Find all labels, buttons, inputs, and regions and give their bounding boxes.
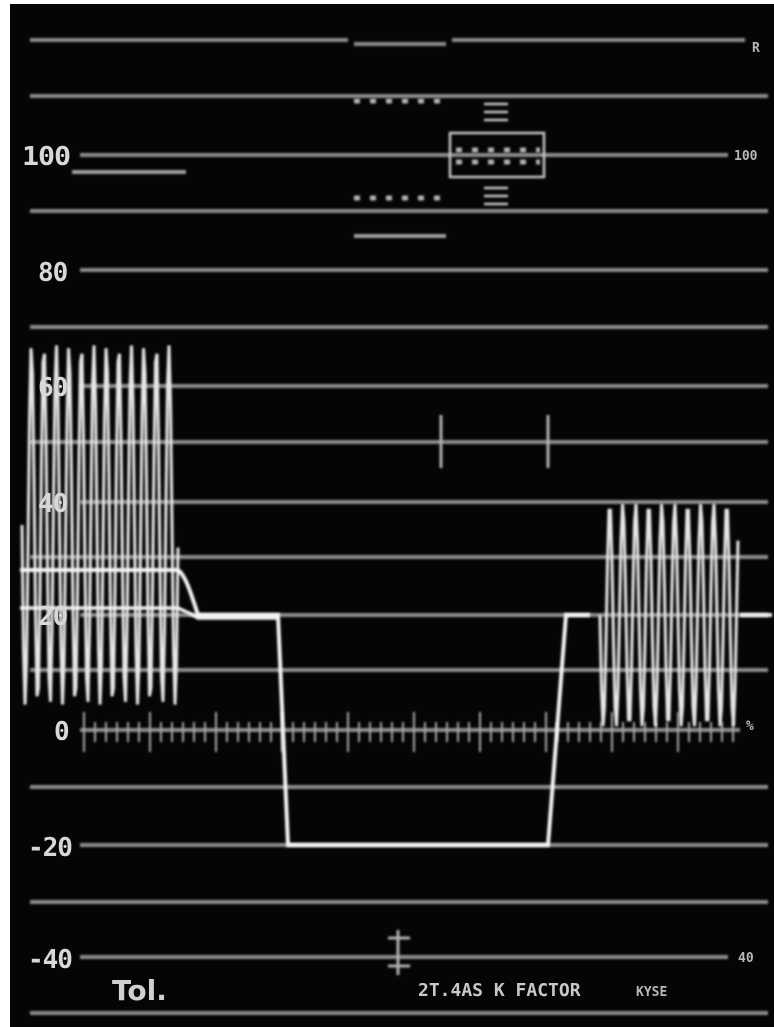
left-scale-labels: 100 80 60 40 20 0 -20 -40 <box>22 142 73 975</box>
zero-line-ticks <box>83 712 734 752</box>
scale-label-0: 0 <box>54 717 69 747</box>
tolerance-label: Tol. <box>112 974 167 1007</box>
marker-ticks <box>388 415 550 975</box>
top-right-mark: R <box>752 41 760 56</box>
scale-label-minus-20: -20 <box>28 833 72 863</box>
bottom-right-code: KYSE <box>636 985 667 1000</box>
k-factor-label: 2T.4AS K FACTOR <box>418 980 581 1001</box>
right-scale-labels: R 100 % 40 <box>734 41 760 966</box>
luminance-trace <box>20 568 590 847</box>
waveform-trace <box>20 345 772 847</box>
graticule-short-segments <box>72 170 446 238</box>
scale-label-minus-40: -40 <box>28 945 72 975</box>
vector-target-marks <box>354 98 540 201</box>
right-label-100: 100 <box>734 149 758 164</box>
right-label-40: 40 <box>738 951 754 966</box>
scale-label-20: 20 <box>38 602 68 632</box>
color-burst-right <box>598 503 740 727</box>
bottom-readout: Tol. 2T.4AS K FACTOR KYSE <box>112 974 667 1007</box>
screen-border <box>0 0 10 1027</box>
zero-right-mark: % <box>746 719 754 734</box>
target-box <box>448 102 546 206</box>
scale-label-40: 40 <box>38 489 68 519</box>
scale-label-80: 80 <box>38 258 68 288</box>
color-burst-left <box>20 345 180 705</box>
scale-label-100: 100 <box>22 142 70 172</box>
scale-label-60: 60 <box>38 373 68 403</box>
luminance-trace-lower <box>20 606 278 620</box>
target-box-outline <box>448 131 546 179</box>
